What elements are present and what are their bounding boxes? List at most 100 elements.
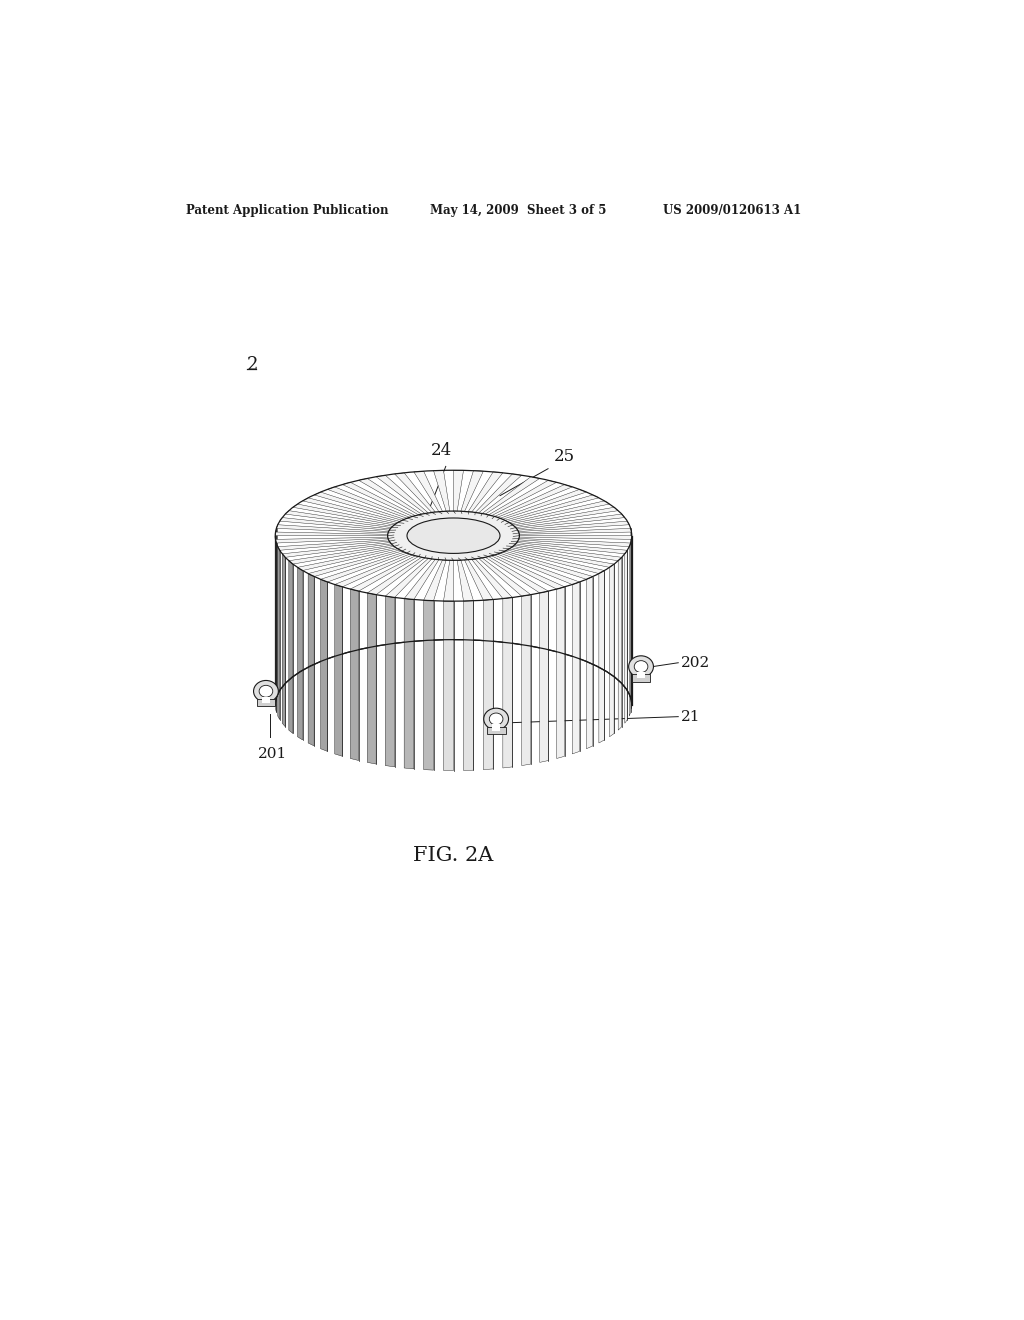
Polygon shape <box>424 560 446 601</box>
Polygon shape <box>368 593 376 764</box>
Polygon shape <box>376 475 428 513</box>
Polygon shape <box>629 543 631 715</box>
Polygon shape <box>483 599 494 770</box>
Polygon shape <box>493 725 500 731</box>
Ellipse shape <box>407 517 500 553</box>
Polygon shape <box>289 545 394 564</box>
Polygon shape <box>283 543 391 557</box>
Polygon shape <box>587 577 593 748</box>
Polygon shape <box>443 601 454 771</box>
Polygon shape <box>276 525 388 533</box>
Polygon shape <box>276 525 278 698</box>
Polygon shape <box>321 552 407 582</box>
Polygon shape <box>298 568 302 741</box>
Polygon shape <box>482 477 540 513</box>
Polygon shape <box>414 471 442 512</box>
Text: 21: 21 <box>681 710 700 723</box>
Polygon shape <box>518 539 631 546</box>
Polygon shape <box>468 471 503 512</box>
Polygon shape <box>308 574 314 746</box>
Ellipse shape <box>629 656 653 677</box>
Polygon shape <box>519 536 632 540</box>
Ellipse shape <box>634 661 648 672</box>
Polygon shape <box>625 550 628 723</box>
Polygon shape <box>465 560 494 601</box>
Ellipse shape <box>259 685 272 697</box>
Polygon shape <box>443 560 454 601</box>
Polygon shape <box>394 473 435 512</box>
Polygon shape <box>457 560 473 601</box>
Polygon shape <box>262 697 269 704</box>
Polygon shape <box>513 507 618 527</box>
Polygon shape <box>293 504 396 525</box>
Polygon shape <box>278 540 389 550</box>
Polygon shape <box>503 550 593 579</box>
Polygon shape <box>321 579 328 751</box>
Polygon shape <box>335 585 342 756</box>
Polygon shape <box>518 521 629 532</box>
Polygon shape <box>618 557 622 730</box>
Text: 25: 25 <box>554 447 575 465</box>
Polygon shape <box>283 554 286 727</box>
Polygon shape <box>475 474 521 513</box>
Polygon shape <box>286 511 392 528</box>
Polygon shape <box>454 470 464 511</box>
Ellipse shape <box>489 713 503 725</box>
Text: 201: 201 <box>258 747 288 762</box>
Polygon shape <box>498 553 580 585</box>
Polygon shape <box>328 487 410 519</box>
Ellipse shape <box>388 511 519 561</box>
Polygon shape <box>257 698 275 706</box>
Polygon shape <box>385 597 394 767</box>
Polygon shape <box>424 601 433 770</box>
Polygon shape <box>492 554 564 589</box>
Text: 24: 24 <box>431 442 453 459</box>
Ellipse shape <box>483 708 509 730</box>
Polygon shape <box>314 492 404 520</box>
Polygon shape <box>609 564 614 737</box>
Polygon shape <box>486 726 506 734</box>
Ellipse shape <box>254 681 279 702</box>
Polygon shape <box>350 589 358 760</box>
Polygon shape <box>472 558 512 598</box>
Polygon shape <box>503 598 512 768</box>
Polygon shape <box>385 558 432 598</box>
Polygon shape <box>495 484 572 517</box>
Polygon shape <box>278 546 280 719</box>
Polygon shape <box>488 480 557 516</box>
Text: May 14, 2009  Sheet 3 of 5: May 14, 2009 Sheet 3 of 5 <box>430 205 606 218</box>
Polygon shape <box>289 561 293 734</box>
Polygon shape <box>637 672 645 678</box>
Polygon shape <box>433 470 450 511</box>
Polygon shape <box>298 548 397 570</box>
Polygon shape <box>521 595 530 766</box>
Polygon shape <box>404 560 439 599</box>
Polygon shape <box>485 557 548 593</box>
Polygon shape <box>511 546 614 568</box>
Text: Patent Application Publication: Patent Application Publication <box>186 205 389 218</box>
Polygon shape <box>275 532 388 536</box>
Text: US 2009/0120613 A1: US 2009/0120613 A1 <box>663 205 801 218</box>
Polygon shape <box>464 601 473 771</box>
Polygon shape <box>350 556 419 591</box>
Polygon shape <box>557 587 564 759</box>
Text: FIG. 2A: FIG. 2A <box>414 846 494 865</box>
Polygon shape <box>519 528 632 535</box>
Polygon shape <box>358 478 422 515</box>
Polygon shape <box>308 550 402 577</box>
Polygon shape <box>505 495 599 521</box>
Polygon shape <box>517 541 628 554</box>
Polygon shape <box>572 582 580 754</box>
Polygon shape <box>516 513 625 529</box>
Polygon shape <box>404 598 414 770</box>
Polygon shape <box>514 544 622 561</box>
Polygon shape <box>478 558 530 597</box>
Polygon shape <box>540 591 548 763</box>
Polygon shape <box>632 675 650 681</box>
Polygon shape <box>500 490 587 519</box>
Polygon shape <box>599 570 604 743</box>
Text: 202: 202 <box>681 656 710 669</box>
Polygon shape <box>275 537 388 543</box>
Polygon shape <box>509 500 609 524</box>
Polygon shape <box>302 498 399 523</box>
